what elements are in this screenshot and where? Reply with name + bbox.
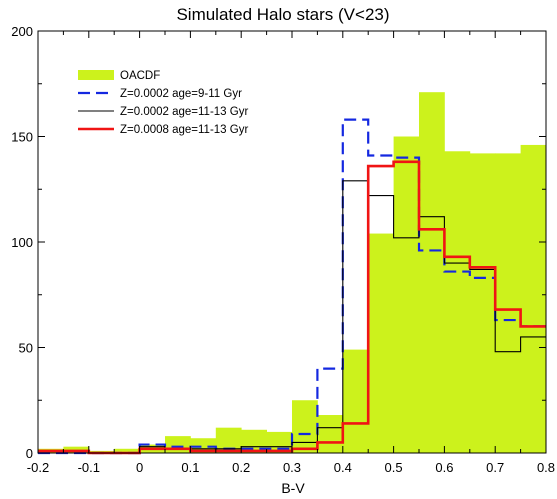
histogram-bar — [469, 153, 496, 453]
x-tick-label: -0.2 — [27, 460, 49, 475]
x-tick-label: 0.2 — [232, 460, 250, 475]
histogram-bar — [495, 153, 521, 453]
histogram-step-line — [38, 118, 546, 455]
x-axis-label: B-V — [281, 480, 305, 496]
x-tick-label: 0.5 — [385, 460, 403, 475]
x-tick-label: 0.4 — [334, 460, 352, 475]
legend: OACDF Z=0.0002 age=9-11 Gyr Z=0.0002 age=1… — [78, 70, 248, 136]
histogram-bar — [292, 400, 318, 453]
histogram-bar — [419, 92, 445, 453]
histogram-bar — [520, 144, 547, 453]
x-tick-label: -0.1 — [78, 460, 100, 475]
x-tick-label: 0.8 — [537, 460, 555, 475]
histogram-bar — [444, 151, 471, 453]
y-tick-label: 200 — [11, 24, 33, 39]
axis-ticks: -0.2 -0.1 0 0.1 0.2 0.3 0.4 0.5 0.6 0.7 0.8 0 50 100 1… — [11, 24, 555, 475]
x-tick-label: 0.3 — [283, 460, 301, 475]
legend-swatch — [78, 70, 114, 80]
legend-label: OACDF — [120, 70, 160, 82]
filled-histogram-layer — [38, 92, 547, 453]
histogram-bar — [114, 448, 140, 453]
y-tick-label: 150 — [11, 130, 33, 145]
histogram-bar — [165, 436, 191, 453]
x-tick-label: 0.7 — [486, 460, 504, 475]
histogram-bar — [393, 136, 420, 453]
x-tick-label: 0.6 — [435, 460, 453, 475]
y-tick-label: 0 — [26, 446, 33, 461]
legend-label: Z=0.0002 age=11-13 Gyr — [120, 106, 248, 118]
legend-label: Z=0.0002 age=9-11 Gyr — [120, 88, 242, 100]
y-tick-label: 100 — [11, 235, 33, 250]
histogram-bar — [317, 415, 344, 453]
x-tick-label: 0.1 — [181, 460, 199, 475]
histogram-bar — [342, 349, 369, 453]
y-tick-label: 50 — [19, 341, 33, 356]
chart-title: Simulated Halo stars (V<23) — [176, 5, 389, 24]
histogram-bar — [368, 233, 394, 453]
x-tick-label: 0 — [136, 460, 143, 475]
legend-label: Z=0.0008 age=11-13 Gyr — [120, 124, 248, 136]
